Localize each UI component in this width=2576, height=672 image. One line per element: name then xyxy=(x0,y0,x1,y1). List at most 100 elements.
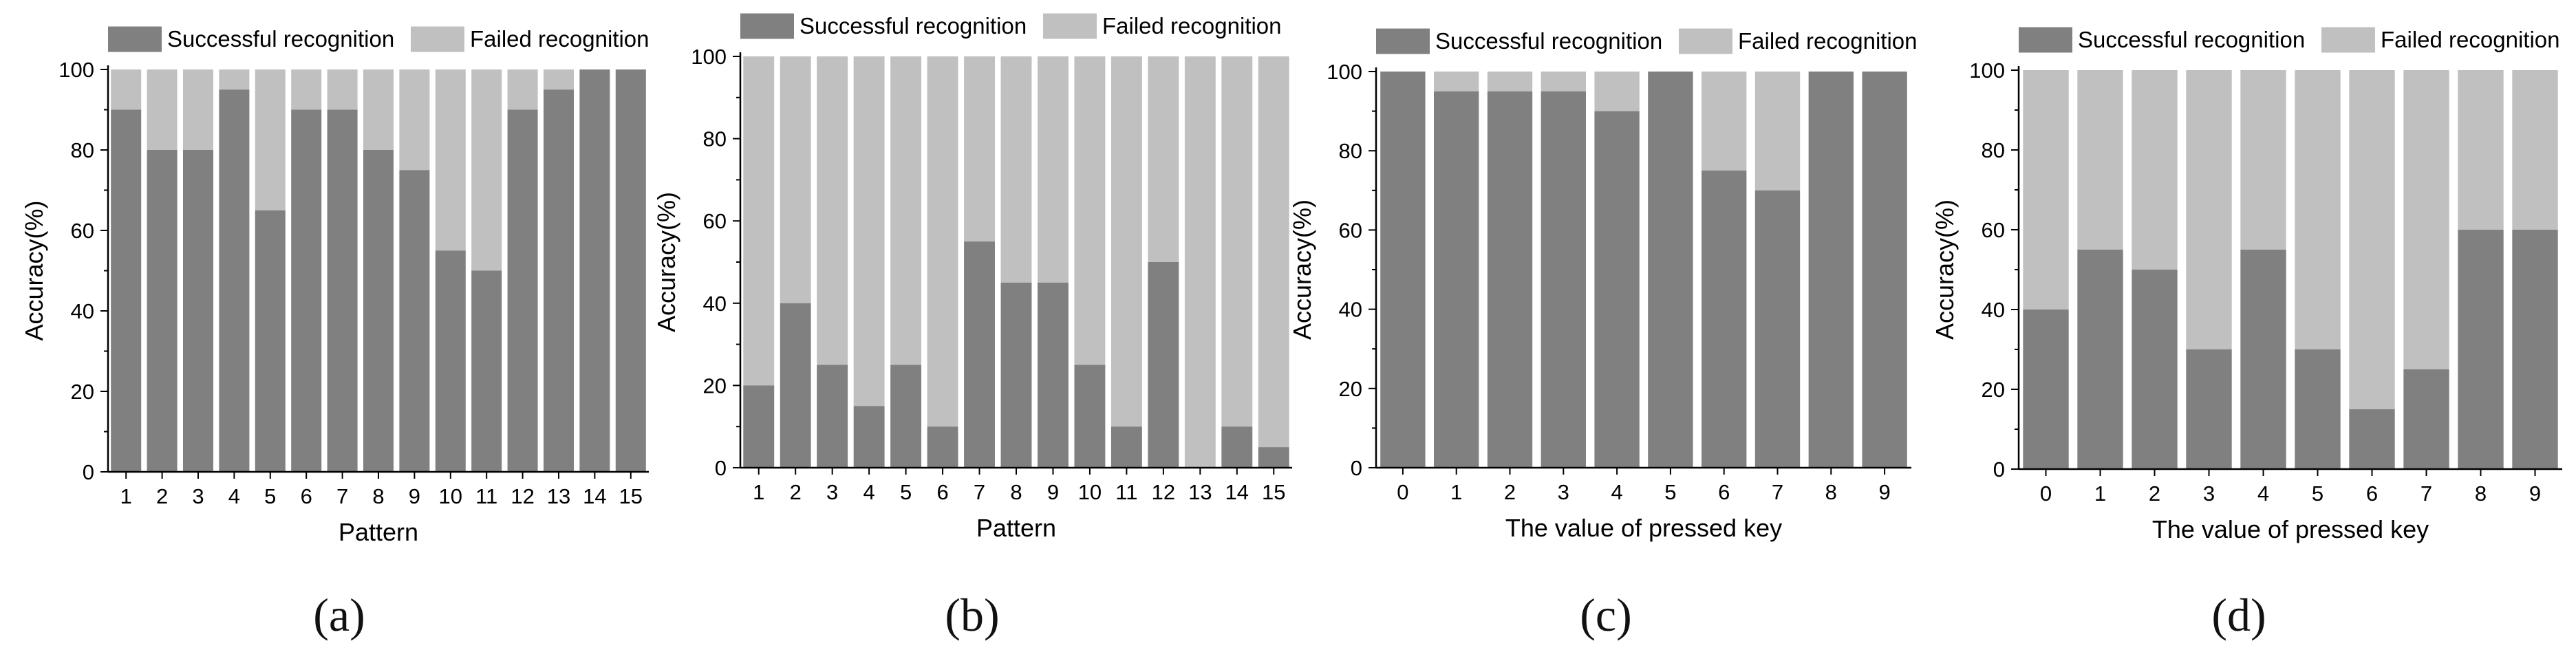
x-axis-title: The value of pressed key xyxy=(1505,514,1782,542)
x-tick-label: 14 xyxy=(583,484,606,508)
x-axis-title: Pattern xyxy=(976,514,1056,542)
x-tick-label: 4 xyxy=(863,480,875,504)
bar-success xyxy=(1148,262,1179,468)
legend-label-success: Successful recognition xyxy=(1435,28,1662,54)
bar-failed xyxy=(1754,72,1801,191)
x-tick-label: 3 xyxy=(826,480,838,504)
x-tick-label: 15 xyxy=(1262,480,1285,504)
y-tick-label: 0 xyxy=(1351,456,1362,480)
x-tick-label: 1 xyxy=(120,484,132,508)
bar-success xyxy=(435,250,466,472)
bar-success xyxy=(780,303,811,468)
y-tick-label: 40 xyxy=(1982,298,2005,322)
bar-success xyxy=(2458,230,2504,469)
x-tick-label: 8 xyxy=(2475,481,2487,506)
legend-swatch-failed xyxy=(2321,27,2375,53)
panel-label-d: (d) xyxy=(2211,589,2266,641)
x-tick-label: 7 xyxy=(1772,480,1783,504)
y-tick-label: 100 xyxy=(1969,58,2005,83)
chart-panel-a: Successful recognition Failed recognition… xyxy=(20,26,650,546)
bar-success xyxy=(964,241,995,468)
y-tick-label: 80 xyxy=(703,127,727,151)
x-tick-label: 6 xyxy=(936,480,948,504)
bar-success xyxy=(743,385,775,468)
bar-success xyxy=(817,365,848,468)
bar-success xyxy=(1862,72,1907,468)
bar-failed xyxy=(471,69,502,271)
bar-success xyxy=(1487,91,1533,468)
y-tick-label: 60 xyxy=(71,219,94,243)
bar-failed xyxy=(1038,56,1069,283)
x-tick-label: 4 xyxy=(228,484,240,508)
bar-failed xyxy=(853,56,885,407)
bar-success xyxy=(327,109,358,472)
y-tick-label: 0 xyxy=(1993,457,2005,481)
bar-success xyxy=(363,150,394,472)
bar-success xyxy=(2295,349,2341,469)
legend-label-success: Successful recognition xyxy=(2078,27,2305,52)
bar-success xyxy=(111,109,142,472)
bar-failed xyxy=(1148,56,1179,262)
bar-failed xyxy=(1702,72,1747,171)
legend-label-failed: Failed recognition xyxy=(2381,27,2560,52)
bar-success xyxy=(399,170,430,472)
bar-failed xyxy=(291,69,322,110)
x-tick-label: 1 xyxy=(2094,481,2106,506)
bar-success xyxy=(1074,365,1106,468)
bar-failed xyxy=(2023,70,2069,310)
y-tick-label: 100 xyxy=(691,45,727,69)
chart-panel-d: Successful recognition Failed recognition… xyxy=(1931,27,2562,543)
x-tick-label: 12 xyxy=(1152,480,1175,504)
bar-success xyxy=(853,406,885,468)
y-tick-label: 100 xyxy=(1327,60,1362,84)
x-tick-label: 12 xyxy=(511,484,534,508)
bar-success xyxy=(291,109,322,472)
x-tick-label: 9 xyxy=(409,484,420,508)
bar-failed xyxy=(964,56,995,242)
y-tick-label: 40 xyxy=(1339,298,1362,322)
bar-failed xyxy=(507,69,538,110)
bar-success xyxy=(1110,426,1142,468)
x-tick-label: 3 xyxy=(2203,481,2215,506)
x-tick-label: 4 xyxy=(2257,481,2269,506)
y-axis-title: Accuracy(%) xyxy=(20,200,48,340)
x-tick-label: 9 xyxy=(1047,480,1059,504)
bar-success xyxy=(1380,72,1426,468)
y-tick-label: 100 xyxy=(58,58,94,82)
x-tick-label: 11 xyxy=(1115,480,1137,504)
bar-failed xyxy=(543,69,575,90)
bar-success xyxy=(1038,282,1069,468)
legend-swatch-success xyxy=(1376,28,1430,54)
bar-success xyxy=(1702,171,1747,468)
x-tick-label: 2 xyxy=(790,480,802,504)
x-tick-label: 5 xyxy=(264,484,276,508)
bar-failed xyxy=(817,56,848,365)
x-tick-label: 7 xyxy=(336,484,348,508)
bar-failed xyxy=(147,69,178,150)
x-tick-label: 4 xyxy=(1611,480,1622,504)
bar-failed xyxy=(2403,70,2449,369)
bar-success xyxy=(471,270,502,472)
panel-label-a: (a) xyxy=(313,589,365,641)
y-axis-title: Accuracy(%) xyxy=(1931,199,1959,340)
bar-failed xyxy=(1074,56,1106,365)
y-axis-title: Accuracy(%) xyxy=(652,192,680,332)
bar-failed xyxy=(1487,72,1533,91)
legend-swatch-failed xyxy=(1679,28,1732,54)
legend-swatch-success xyxy=(2019,27,2072,53)
x-tick-label: 13 xyxy=(1188,480,1212,504)
x-tick-label: 2 xyxy=(2149,481,2160,506)
bar-failed xyxy=(1541,72,1586,91)
legend-label-success: Successful recognition xyxy=(167,26,394,52)
y-tick-label: 80 xyxy=(1339,139,1362,163)
bar-success xyxy=(2349,409,2395,469)
bar-failed xyxy=(927,56,958,427)
bar-success xyxy=(1808,72,1854,468)
y-tick-label: 20 xyxy=(1339,377,1362,401)
bar-failed xyxy=(2240,70,2286,250)
y-axis-title: Accuracy(%) xyxy=(1288,199,1316,340)
bar-success xyxy=(2512,230,2558,469)
bar-failed xyxy=(1184,56,1216,468)
x-tick-label: 1 xyxy=(753,480,764,504)
x-tick-label: 9 xyxy=(1878,480,1890,504)
